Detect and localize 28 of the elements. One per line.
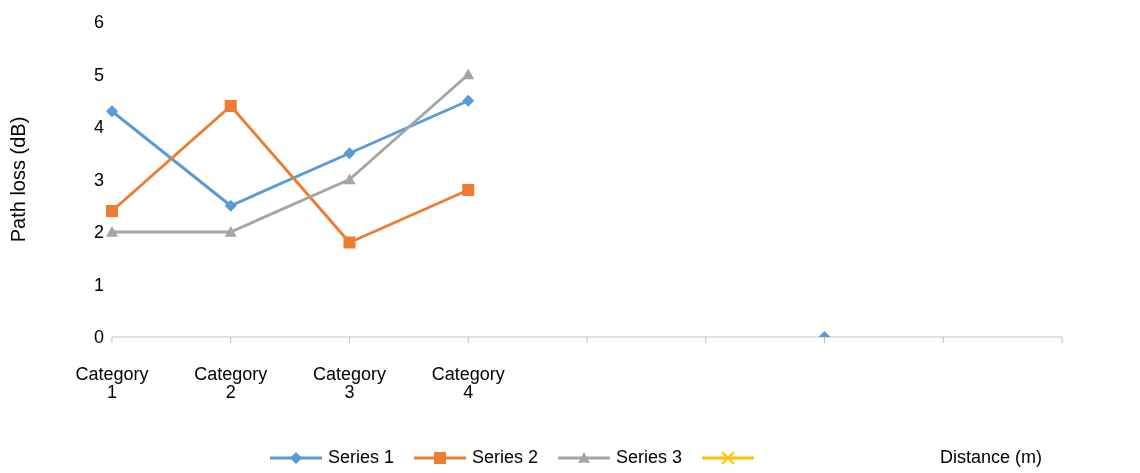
point bbox=[224, 100, 237, 112]
point bbox=[343, 173, 356, 185]
legend-label: Series 1 bbox=[328, 447, 395, 468]
point bbox=[106, 226, 118, 237]
point bbox=[462, 184, 475, 196]
point bbox=[462, 68, 475, 80]
point bbox=[106, 205, 118, 217]
point bbox=[224, 199, 237, 212]
y-tick-label: 0 bbox=[93, 327, 104, 348]
x-tick-label: Category 2 bbox=[194, 363, 268, 402]
x-tick-label: Category 4 bbox=[431, 363, 505, 402]
point bbox=[106, 105, 118, 118]
point bbox=[224, 226, 237, 237]
point bbox=[462, 94, 475, 107]
legend-label: Series 3 bbox=[616, 447, 683, 468]
y-tick-label: 4 bbox=[93, 117, 104, 138]
y-tick-label: 6 bbox=[93, 12, 104, 33]
legend-label: Series 2 bbox=[472, 447, 539, 468]
y-tick-label: 1 bbox=[93, 274, 104, 295]
point bbox=[343, 236, 356, 249]
y-tick-label: 3 bbox=[93, 169, 104, 190]
x-axis-title: Distance (m) bbox=[939, 447, 1042, 468]
y-axis-title: Path loss (dB) bbox=[7, 116, 30, 243]
x-tick-label: Category 3 bbox=[312, 363, 387, 402]
x-tick-label: Category 1 bbox=[75, 363, 149, 402]
point bbox=[343, 147, 356, 160]
y-tick-label: 2 bbox=[93, 222, 104, 243]
y-tick-label: 5 bbox=[93, 64, 104, 85]
